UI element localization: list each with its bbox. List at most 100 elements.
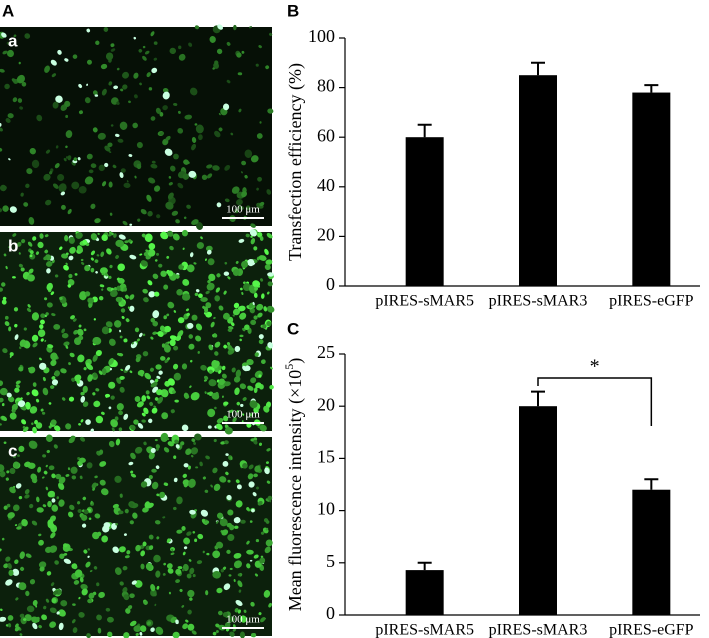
- cell: [51, 376, 56, 380]
- cell: [86, 28, 91, 33]
- cell: [95, 40, 100, 45]
- cell: [230, 456, 233, 460]
- cell: [225, 453, 229, 456]
- cell: [127, 306, 131, 309]
- cell: [92, 336, 102, 345]
- cell: [123, 413, 129, 420]
- cell: [120, 308, 126, 313]
- cell: [123, 632, 130, 638]
- cell: [138, 48, 143, 53]
- cell: [129, 294, 135, 300]
- cell: [55, 95, 63, 103]
- cell: [259, 236, 264, 241]
- cell: [129, 370, 133, 374]
- cell: [45, 486, 49, 491]
- cell: [156, 389, 163, 396]
- cell: [56, 611, 60, 615]
- cell: [64, 58, 69, 62]
- cell: [99, 284, 105, 288]
- cell: [92, 354, 98, 362]
- cell: [136, 338, 140, 342]
- cell: [223, 381, 231, 387]
- cell: [252, 492, 257, 497]
- cell: [174, 439, 179, 444]
- cell: [18, 61, 21, 65]
- cell: [69, 246, 76, 254]
- cell: [179, 588, 183, 593]
- cell: [107, 631, 113, 638]
- cell: [153, 57, 158, 61]
- cell: [125, 364, 131, 371]
- cell: [67, 208, 72, 215]
- cell: [190, 454, 194, 458]
- cell: [146, 72, 151, 78]
- cell: [101, 272, 105, 276]
- cell: [92, 392, 96, 396]
- cell: [18, 445, 25, 453]
- cell: [130, 452, 136, 460]
- cell: [246, 358, 254, 366]
- y-tick-label: 10: [317, 499, 335, 519]
- cell: [101, 368, 107, 376]
- cell: [169, 245, 174, 251]
- cell: [259, 121, 262, 124]
- cell: [117, 352, 124, 357]
- cell: [223, 583, 231, 591]
- cell: [165, 201, 174, 210]
- y-axis-label-text: Mean fluorescence intensity (×10: [285, 370, 306, 612]
- cell: [129, 502, 134, 507]
- cell: [254, 573, 258, 577]
- cell: [209, 35, 216, 43]
- cell: [233, 302, 240, 309]
- cell: [96, 614, 102, 621]
- cell: [44, 297, 48, 301]
- cell: [246, 540, 250, 545]
- cell: [47, 519, 54, 526]
- cell: [173, 310, 177, 313]
- cell: [77, 501, 81, 505]
- cell: [35, 616, 40, 622]
- cell: [42, 387, 49, 396]
- cell: [51, 498, 56, 503]
- y-tick-label: 0: [326, 274, 335, 294]
- cell: [168, 182, 173, 186]
- cell: [154, 397, 159, 401]
- cell: [217, 24, 224, 30]
- cell: [212, 550, 221, 559]
- cell: [208, 379, 217, 387]
- cell: [100, 63, 108, 70]
- cell: [139, 332, 143, 338]
- cell: [241, 191, 248, 198]
- cell: [141, 395, 147, 402]
- cell: [14, 524, 18, 527]
- cell: [5, 624, 9, 627]
- cell: [245, 205, 251, 211]
- cell: [207, 408, 216, 418]
- cell: [136, 401, 144, 408]
- cell: [263, 405, 270, 413]
- cell: [148, 177, 156, 184]
- cell: [126, 180, 129, 183]
- cell: [221, 373, 227, 379]
- cell: [234, 208, 239, 214]
- cell: [99, 267, 108, 275]
- cell: [48, 465, 55, 471]
- cell: [156, 214, 161, 219]
- cell: [129, 254, 137, 260]
- cell: [60, 191, 66, 196]
- cell: [101, 288, 104, 291]
- cell: [50, 582, 55, 587]
- cell: [4, 315, 9, 320]
- cell: [244, 174, 248, 179]
- cell: [216, 587, 223, 594]
- cell: [140, 481, 148, 488]
- cell: [32, 236, 37, 241]
- cell: [110, 124, 114, 127]
- cell: [224, 164, 231, 171]
- cell: [207, 425, 212, 429]
- cell: [32, 382, 37, 387]
- cell: [142, 541, 147, 547]
- cell: [154, 185, 161, 192]
- cell: [227, 328, 232, 332]
- cell: [263, 590, 271, 598]
